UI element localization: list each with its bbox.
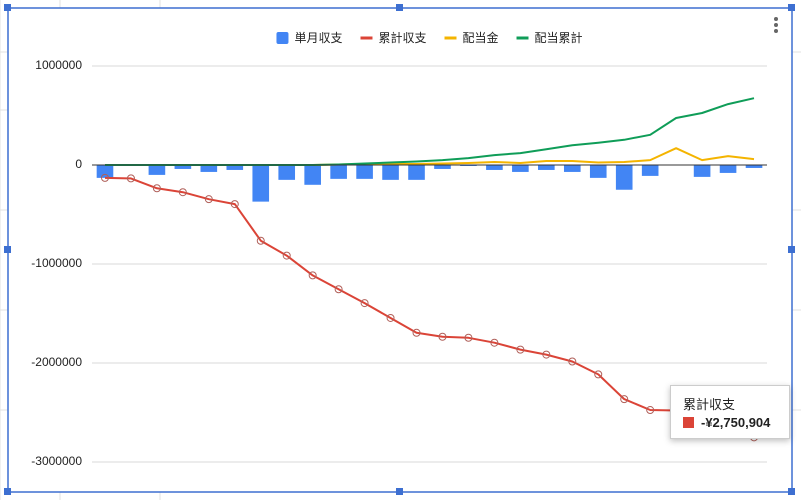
point	[542, 350, 551, 359]
point	[308, 271, 317, 280]
point	[568, 357, 577, 366]
bar	[719, 165, 737, 173]
bar	[96, 165, 114, 178]
point	[100, 173, 109, 182]
bar	[693, 165, 711, 177]
point	[620, 395, 629, 404]
bar	[226, 165, 244, 170]
bar	[382, 165, 399, 180]
bar	[745, 165, 763, 168]
point	[256, 236, 265, 245]
bar	[512, 165, 529, 172]
bar	[486, 165, 503, 170]
point	[230, 200, 239, 209]
legend: 単月収支 累計収支 配当金 配当累計	[276, 30, 583, 45]
tooltip-value: -¥2,750,904	[701, 415, 771, 430]
y-tick-label: -3000000	[31, 454, 82, 468]
point	[412, 328, 421, 337]
bar	[148, 165, 166, 175]
point	[334, 285, 343, 294]
bar	[615, 165, 633, 190]
tooltip-series: 累計収支	[683, 397, 736, 412]
legend-label: 配当金	[463, 30, 499, 45]
bar	[356, 165, 373, 179]
bar	[538, 165, 555, 170]
y-tick-label: 0	[75, 157, 82, 171]
point	[126, 174, 135, 183]
point	[646, 406, 655, 415]
bar	[304, 165, 321, 185]
point	[178, 188, 187, 197]
point	[438, 332, 447, 341]
menu-button[interactable]	[774, 17, 778, 33]
bar	[330, 165, 347, 179]
bar	[252, 165, 270, 202]
point	[386, 313, 395, 322]
bar	[200, 165, 218, 172]
legend-label: 累計収支	[378, 30, 426, 45]
legend-label: 単月収支	[294, 31, 342, 45]
bar	[434, 165, 451, 169]
point	[360, 299, 369, 308]
y-tick-label: 1000000	[35, 58, 82, 72]
bar	[589, 165, 607, 178]
point	[490, 338, 499, 347]
point	[516, 345, 525, 354]
legend-label: 配当累計	[535, 30, 583, 45]
tooltip-swatch	[683, 417, 694, 428]
legend-swatch	[276, 32, 289, 44]
point	[594, 370, 603, 379]
bar	[563, 165, 581, 172]
y-tick-label: -1000000	[31, 256, 82, 270]
bar	[278, 165, 296, 180]
line	[104, 176, 755, 439]
point	[204, 195, 213, 204]
point	[464, 333, 473, 342]
bar	[174, 165, 192, 169]
chart-frame[interactable]	[7, 7, 793, 493]
y-tick-label: -2000000	[31, 355, 82, 369]
bar	[408, 165, 425, 180]
point	[282, 251, 291, 260]
tooltip: 累計収支 -¥2,750,904	[670, 385, 790, 439]
bar	[641, 165, 659, 176]
point	[152, 184, 161, 193]
resize-handles[interactable]	[4, 4, 795, 495]
